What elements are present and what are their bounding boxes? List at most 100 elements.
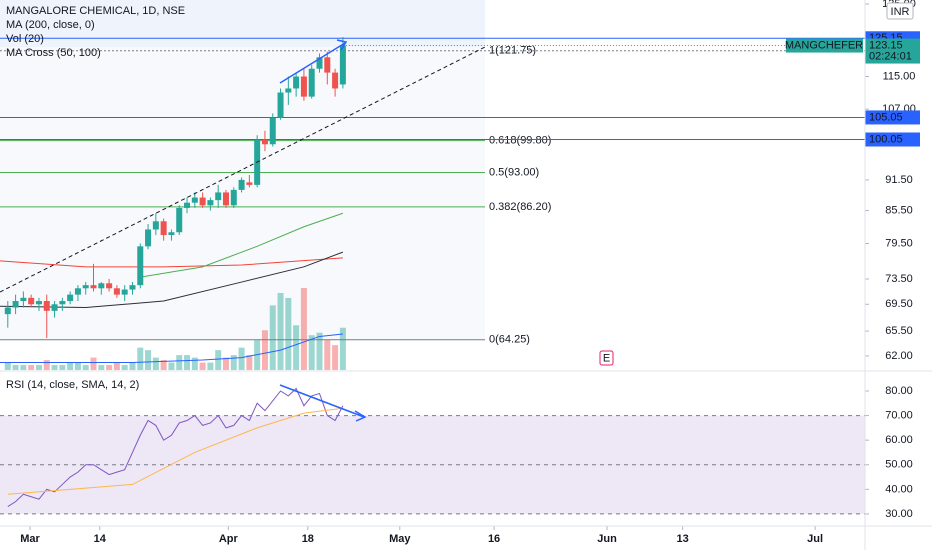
indicator-legend: Vol (20)	[6, 33, 44, 45]
y-tick-label: 80.00	[885, 385, 913, 397]
candle-body	[160, 221, 167, 236]
volume-bar	[230, 355, 237, 370]
candle-body	[293, 76, 300, 89]
volume-bar	[238, 347, 245, 370]
earnings-marker-label[interactable]: E	[603, 352, 610, 364]
moving-average	[140, 212, 344, 278]
x-tick-label: 18	[302, 533, 314, 545]
volume-bar	[82, 365, 89, 370]
volume-bar	[20, 365, 27, 370]
rsi-line	[7, 387, 344, 507]
countdown: 02:24:01	[869, 50, 912, 62]
volume-bar	[339, 327, 346, 370]
volume-bar	[152, 357, 159, 370]
fib-zone	[0, 0, 485, 47]
x-tick-label: Jul	[807, 533, 823, 545]
volume-ma	[0, 333, 343, 364]
volume-bar	[332, 345, 339, 370]
arrow-head	[354, 410, 367, 422]
y-tick-label: 65.50	[885, 325, 913, 337]
last-price: 123.15	[869, 39, 903, 51]
volume-bar	[98, 365, 105, 370]
y-tick-label: 69.50	[885, 298, 913, 310]
candle-body	[106, 283, 113, 289]
volume-bar	[316, 332, 323, 370]
price-label: 100.05	[869, 133, 903, 145]
fib-label: 0.618(99.80)	[489, 135, 551, 147]
y-tick-label: 62.00	[885, 350, 913, 362]
candle-body	[98, 283, 105, 289]
candle-body	[324, 57, 331, 73]
candle-body	[316, 57, 323, 69]
candle-body	[215, 192, 222, 201]
x-tick-label: 13	[677, 533, 689, 545]
volume-bar	[324, 340, 331, 370]
volume-bar	[308, 335, 315, 370]
volume-bar	[168, 362, 175, 370]
indicator-legend: RSI (14, close, SMA, 14, 2)	[6, 379, 139, 391]
candle-body	[261, 139, 268, 145]
volume-bar	[74, 362, 81, 370]
price-label: 105.05	[869, 111, 903, 123]
candle-body	[246, 182, 253, 185]
volume-bar	[106, 365, 113, 370]
y-tick-label: 50.00	[885, 459, 913, 471]
candle-body	[43, 301, 50, 311]
volume-bar	[51, 365, 58, 370]
volume-bar	[59, 365, 66, 370]
volume-bar	[145, 350, 152, 370]
currency[interactable]: INR	[891, 6, 910, 18]
candle-body	[168, 232, 175, 236]
candle-body	[145, 229, 152, 247]
chart-title: MANGALORE CHEMICAL, 1D, NSE	[6, 5, 185, 17]
candle-body	[199, 197, 206, 206]
arrow-head	[336, 39, 348, 51]
y-tick-label: 91.50	[885, 174, 913, 186]
candle-body	[90, 285, 97, 289]
candle-body	[67, 294, 74, 302]
rsi-sma	[7, 407, 343, 495]
volume-bar	[4, 362, 11, 370]
volume-bar	[222, 357, 229, 370]
y-tick-label: 30.00	[885, 508, 913, 520]
volume-bar	[113, 362, 120, 370]
moving-average	[0, 257, 343, 268]
candle-body	[339, 45, 346, 85]
y-tick-label: 40.00	[885, 483, 913, 495]
x-tick-label: Apr	[219, 533, 239, 545]
y-tick-label: 70.00	[885, 409, 913, 421]
indicator-legend: MA (200, close, 0)	[6, 19, 95, 31]
currency-box[interactable]	[886, 2, 914, 20]
y-tick-label: 115.00	[883, 70, 916, 82]
candle-body	[121, 289, 128, 295]
candle-body	[222, 192, 229, 206]
candle-body	[191, 197, 198, 203]
price-label-box	[865, 132, 920, 147]
trend-arrow	[279, 42, 346, 84]
x-tick-label: Mar	[20, 533, 40, 545]
volume-bar	[184, 355, 191, 370]
volume-bar	[121, 365, 128, 370]
volume-bar	[199, 362, 206, 370]
candle-body	[59, 301, 66, 305]
volume-bar	[277, 292, 284, 370]
candle-body	[308, 68, 315, 97]
candle-body	[28, 297, 35, 305]
x-tick-label: Jun	[597, 533, 617, 545]
volume-bar	[129, 362, 136, 370]
volume-bar	[12, 365, 19, 370]
candle-body	[35, 301, 42, 305]
earnings-marker[interactable]	[599, 350, 614, 366]
candle-body	[176, 207, 183, 233]
volume-bar	[67, 362, 74, 370]
candle-body	[113, 288, 120, 295]
volume-bar	[28, 365, 35, 370]
volume-bar	[285, 297, 292, 370]
y-tick-label: 85.50	[885, 204, 913, 216]
volume-bar	[269, 305, 276, 370]
candle-body	[332, 72, 339, 89]
candle-body	[82, 285, 89, 289]
volume-bar	[246, 355, 253, 370]
y-tick-label: 73.50	[885, 273, 913, 285]
volume-bar	[137, 347, 144, 370]
